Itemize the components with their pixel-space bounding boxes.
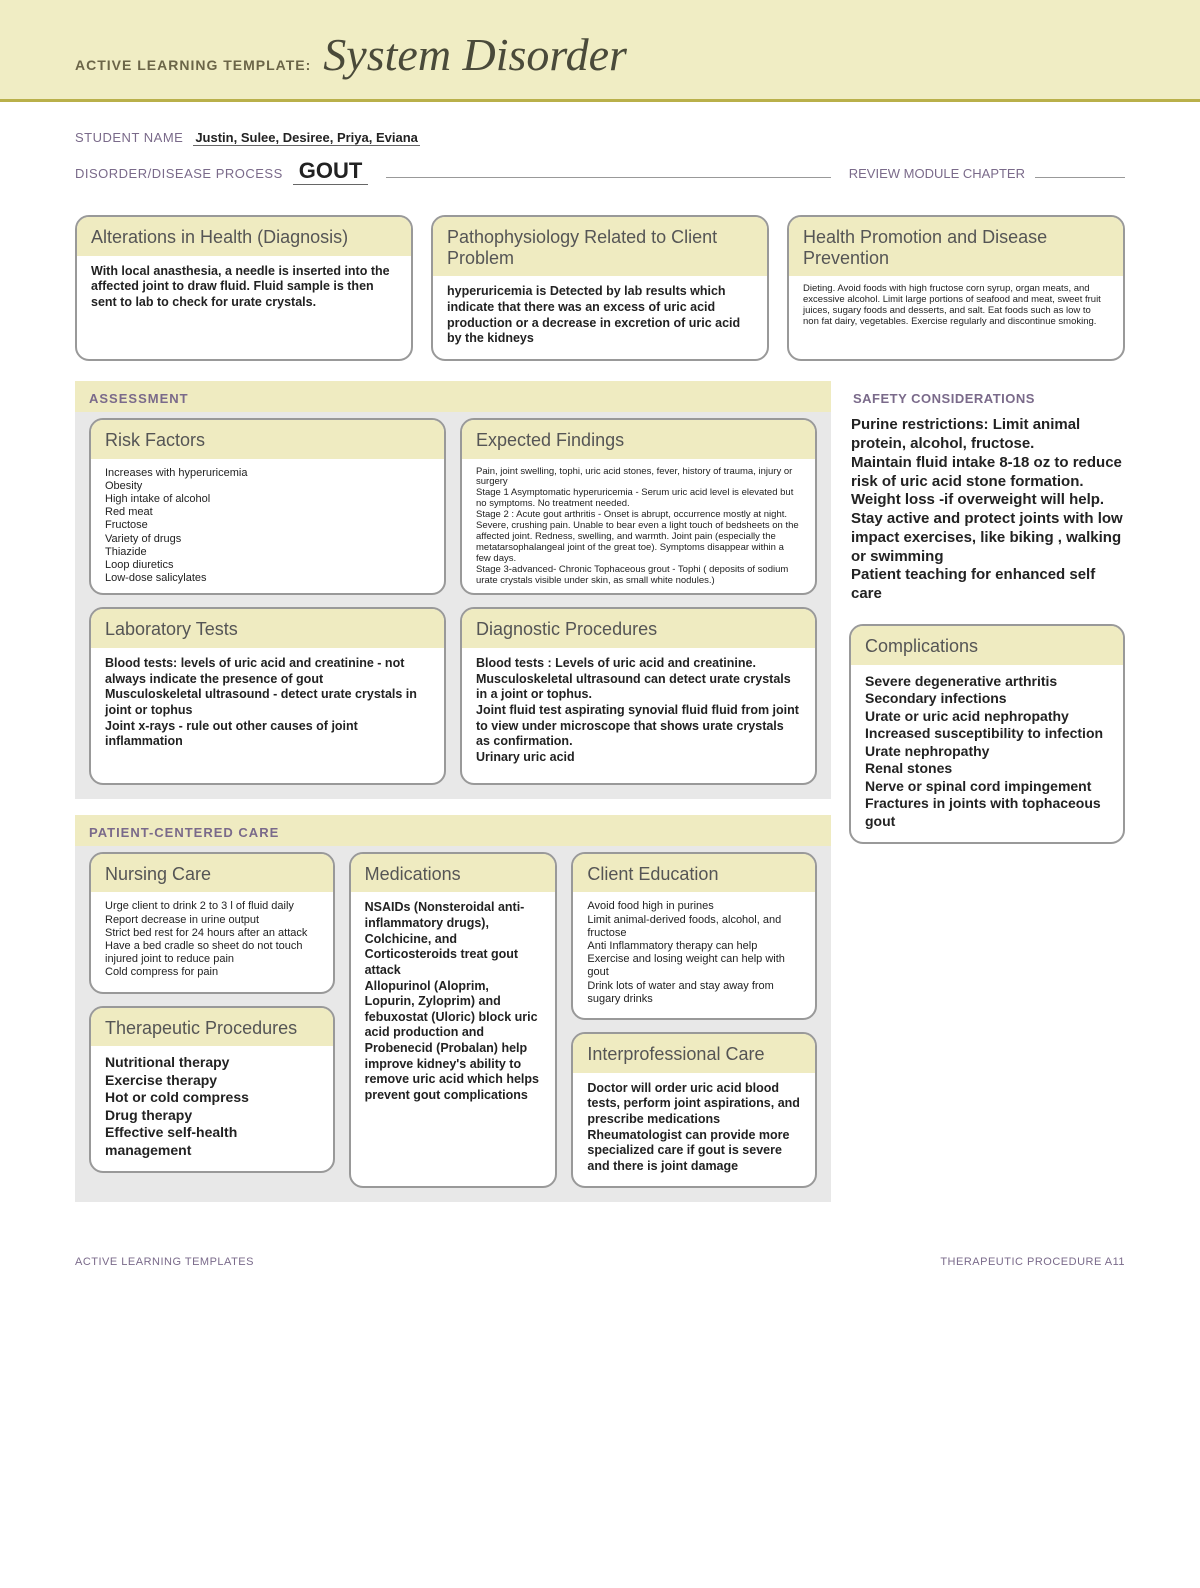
health-promo-body: Dieting. Avoid foods with high fructose …: [789, 276, 1123, 340]
therapeutic-title: Therapeutic Procedures: [91, 1008, 333, 1047]
client-ed-box: Client Education Avoid food high in puri…: [571, 852, 817, 1020]
diag-body: Blood tests : Levels of uric acid and cr…: [462, 648, 815, 777]
interprof-title: Interprofessional Care: [573, 1034, 815, 1073]
student-info: STUDENT NAME Justin, Sulee, Desiree, Pri…: [0, 102, 1200, 195]
complications-body: Severe degenerative arthritis Secondary …: [851, 665, 1123, 843]
alterations-title: Alterations in Health (Diagnosis): [77, 217, 411, 256]
safety-label: SAFETY CONSIDERATIONS: [849, 381, 1125, 413]
interprof-body: Doctor will order uric acid blood tests,…: [573, 1073, 815, 1187]
top-boxes-row: Alterations in Health (Diagnosis) With l…: [75, 215, 1125, 361]
medications-title: Medications: [351, 854, 556, 893]
header-band: ACTIVE LEARNING TEMPLATE: System Disorde…: [0, 0, 1200, 99]
alterations-box: Alterations in Health (Diagnosis) With l…: [75, 215, 413, 361]
complications-box: Complications Severe degenerative arthri…: [849, 624, 1125, 844]
medications-box: Medications NSAIDs (Nonsteroidal anti-in…: [349, 852, 558, 1189]
pcc-section: PATIENT-CENTERED CARE Nursing Care Urge …: [75, 815, 831, 1203]
risk-body: Increases with hyperuricemia Obesity Hig…: [91, 459, 444, 596]
template-prefix: ACTIVE LEARNING TEMPLATE:: [75, 57, 311, 73]
footer-left: ACTIVE LEARNING TEMPLATES: [75, 1256, 254, 1268]
pcc-label: PATIENT-CENTERED CARE: [75, 815, 831, 846]
review-label: REVIEW MODULE CHAPTER: [849, 166, 1025, 181]
disorder-value: GOUT: [293, 158, 369, 185]
alterations-body: With local anasthesia, a needle is inser…: [77, 256, 411, 323]
lab-tests-box: Laboratory Tests Blood tests: levels of …: [89, 607, 446, 784]
health-promo-title: Health Promotion and Disease Prevention: [789, 217, 1123, 276]
expected-findings-box: Expected Findings Pain, joint swelling, …: [460, 418, 817, 595]
health-promo-box: Health Promotion and Disease Prevention …: [787, 215, 1125, 361]
safety-body: Purine restrictions: Limit animal protei…: [849, 412, 1125, 608]
footer: ACTIVE LEARNING TEMPLATES THERAPEUTIC PR…: [0, 1232, 1200, 1308]
page-title: System Disorder: [323, 28, 627, 81]
nursing-care-box: Nursing Care Urge client to drink 2 to 3…: [89, 852, 335, 994]
student-name-value: Justin, Sulee, Desiree, Priya, Eviana: [193, 130, 420, 146]
complications-title: Complications: [851, 626, 1123, 665]
patho-title: Pathophysiology Related to Client Proble…: [433, 217, 767, 276]
patho-body: hyperuricemia is Detected by lab results…: [433, 276, 767, 359]
lab-title: Laboratory Tests: [91, 609, 444, 648]
interprof-box: Interprofessional Care Doctor will order…: [571, 1032, 817, 1188]
blank-underline: [386, 177, 830, 178]
client-ed-body: Avoid food high in purines Limit animal-…: [573, 892, 815, 1018]
nursing-body: Urge client to drink 2 to 3 l of fluid d…: [91, 892, 333, 991]
therapeutic-body: Nutritional therapy Exercise therapy Hot…: [91, 1046, 333, 1171]
disorder-label: DISORDER/DISEASE PROCESS: [75, 166, 283, 181]
client-ed-title: Client Education: [573, 854, 815, 893]
therapeutic-box: Therapeutic Procedures Nutritional thera…: [89, 1006, 335, 1174]
lab-body: Blood tests: levels of uric acid and cre…: [91, 648, 444, 762]
expected-body: Pain, joint swelling, tophi, uric acid s…: [462, 459, 815, 596]
expected-title: Expected Findings: [462, 420, 815, 459]
nursing-title: Nursing Care: [91, 854, 333, 893]
patho-box: Pathophysiology Related to Client Proble…: [431, 215, 769, 361]
medications-body: NSAIDs (Nonsteroidal anti-inflammatory d…: [351, 892, 556, 1115]
risk-title: Risk Factors: [91, 420, 444, 459]
student-name-label: STUDENT NAME: [75, 130, 183, 145]
assessment-label: ASSESSMENT: [75, 381, 831, 412]
diag-title: Diagnostic Procedures: [462, 609, 815, 648]
risk-factors-box: Risk Factors Increases with hyperuricemi…: [89, 418, 446, 595]
safety-section: SAFETY CONSIDERATIONS Purine restriction…: [849, 381, 1125, 608]
diagnostic-box: Diagnostic Procedures Blood tests : Leve…: [460, 607, 817, 784]
assessment-section: ASSESSMENT Risk Factors Increases with h…: [75, 381, 831, 799]
footer-right: THERAPEUTIC PROCEDURE A11: [940, 1256, 1125, 1268]
review-blank: [1035, 177, 1125, 178]
